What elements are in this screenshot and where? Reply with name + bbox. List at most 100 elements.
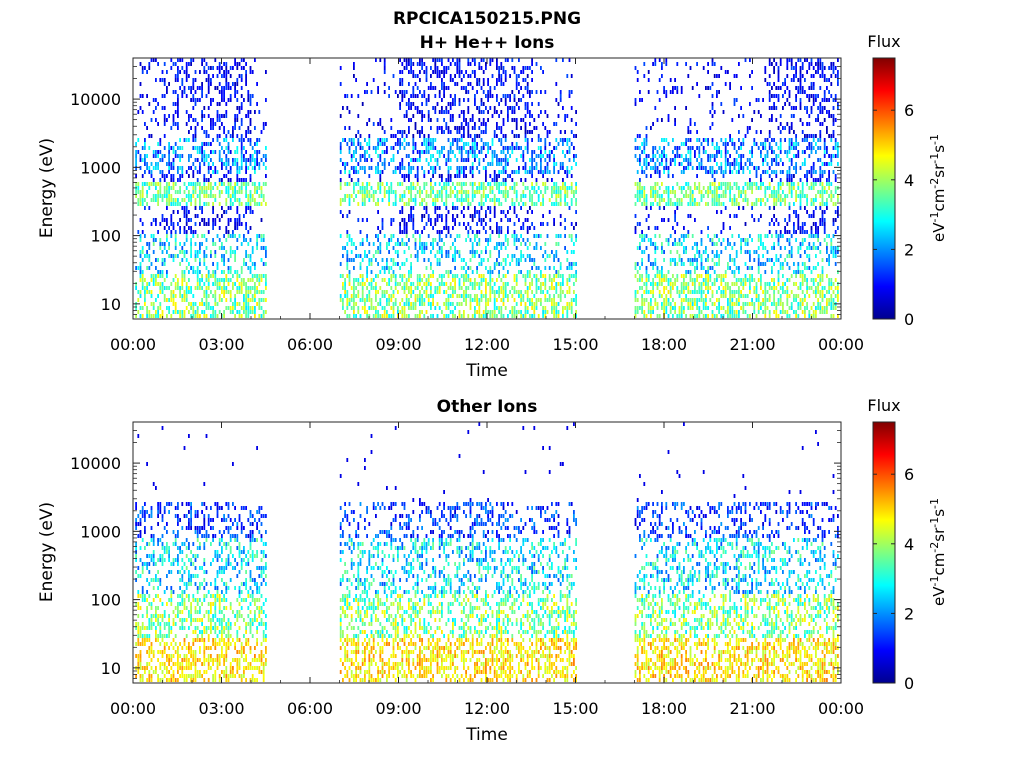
spectrogram-cell [214, 294, 217, 298]
spectrogram-cell [421, 142, 423, 146]
spectrogram-cell [185, 222, 188, 226]
spectrogram-cell [339, 202, 342, 206]
spectrogram-cell [185, 170, 188, 174]
spectrogram-cell [174, 238, 177, 242]
spectrogram-cell [458, 294, 461, 298]
spectrogram-cell [661, 218, 663, 222]
spectrogram-cell [236, 162, 239, 166]
spectrogram-cell [357, 306, 360, 310]
spectrogram-cell [399, 90, 401, 94]
spectrogram-cell [656, 302, 659, 306]
spectrogram-cell [498, 138, 500, 142]
spectrogram-cell [542, 310, 544, 314]
spectrogram-cell [438, 90, 441, 94]
spectrogram-cell [474, 74, 476, 78]
spectrogram-cell [524, 186, 527, 190]
spectrogram-cell [669, 234, 672, 238]
spectrogram-cell [432, 246, 434, 250]
spectrogram-cell [265, 298, 267, 302]
spectrogram-cell [485, 194, 487, 198]
spectrogram-cell [172, 210, 175, 214]
spectrogram-cell [421, 242, 423, 246]
spectrogram-cell [636, 182, 639, 186]
spectrogram-cell [416, 158, 419, 162]
spectrogram-cell [707, 158, 709, 162]
spectrogram-cell [696, 186, 698, 190]
spectrogram-cell [357, 178, 360, 182]
spectrogram-cell [496, 198, 498, 202]
spectrogram-cell [157, 194, 159, 198]
spectrogram-cell [159, 290, 162, 294]
spectrogram-cell [480, 138, 483, 142]
spectrogram-cell [353, 282, 355, 286]
spectrogram-cell [350, 166, 353, 170]
spectrogram-cell [377, 142, 379, 146]
spectrogram-cell [247, 114, 250, 118]
spectrogram-cell [375, 170, 377, 174]
spectrogram-cell [436, 194, 439, 198]
spectrogram-cell [177, 58, 179, 62]
spectrogram-cell [559, 162, 562, 166]
spectrogram-cell [570, 74, 573, 78]
spectrogram-cell [537, 278, 540, 282]
spectrogram-cell [674, 258, 676, 262]
spectrogram-cell [652, 262, 654, 266]
spectrogram-cell [368, 242, 371, 246]
spectrogram-cell [225, 154, 228, 158]
spectrogram-cell [520, 314, 522, 318]
spectrogram-cell [221, 98, 223, 102]
spectrogram-cell [247, 158, 250, 162]
spectrogram-cell [634, 306, 637, 310]
spectrogram-cell [555, 254, 558, 258]
spectrogram-cell [573, 250, 575, 254]
spectrogram-cell [634, 102, 637, 106]
spectrogram-cell [366, 218, 368, 222]
spectrogram-cell [513, 190, 516, 194]
spectrogram-cell [251, 94, 254, 98]
spectrogram-cell [434, 158, 437, 162]
spectrogram-cell [205, 314, 208, 318]
spectrogram-cell [423, 62, 426, 66]
spectrogram-cell [190, 242, 192, 246]
spectrogram-cell [452, 294, 454, 298]
spectrogram-cell [168, 114, 170, 118]
spectrogram-cell [469, 282, 472, 286]
spectrogram-cell [135, 158, 137, 162]
spectrogram-cell [555, 310, 558, 314]
spectrogram-cell [135, 174, 137, 178]
spectrogram-cell [348, 234, 351, 238]
spectrogram-cell [236, 210, 239, 214]
spectrogram-cell [421, 118, 423, 122]
figure-title: RPCICA150215.PNG [393, 9, 581, 29]
spectrogram-cell [375, 294, 377, 298]
spectrogram-cell [359, 314, 362, 318]
spectrogram-cell [553, 222, 555, 226]
spectrogram-cell [368, 166, 371, 170]
spectrogram-cell [188, 270, 190, 274]
spectrogram-cell [150, 198, 153, 202]
spectrogram-cell [265, 182, 267, 186]
spectrogram-cell [372, 254, 375, 258]
spectrogram-cell [555, 282, 558, 286]
spectrogram-cell [357, 142, 360, 146]
spectrogram-cell [689, 306, 692, 310]
spectrogram-cell [496, 314, 498, 318]
spectrogram-cell [430, 158, 432, 162]
spectrogram-cell [247, 242, 250, 246]
spectrogram-cell [445, 314, 448, 318]
spectrogram-cell [212, 242, 214, 246]
spectrogram-cell [493, 110, 496, 114]
spectrogram-cell [227, 270, 230, 274]
spectrogram-cell [445, 306, 448, 310]
spectrogram-cell [551, 250, 553, 254]
spectrogram-cell [137, 310, 140, 314]
spectrogram-cell [388, 202, 390, 206]
spectrogram-cell [214, 58, 217, 62]
spectrogram-cell [405, 226, 408, 230]
spectrogram-cell [346, 230, 349, 234]
spectrogram-cell [344, 246, 346, 250]
spectrogram-cell [258, 302, 261, 306]
spectrogram-cell [196, 286, 199, 290]
spectrogram-cell [258, 186, 261, 190]
spectrogram-cell [163, 134, 166, 138]
